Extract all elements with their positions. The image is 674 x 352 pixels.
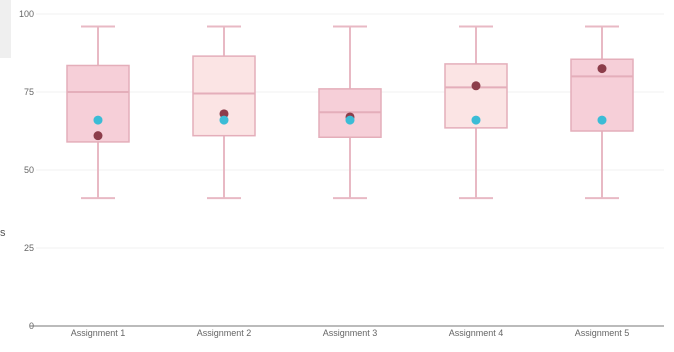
y-tick-label-100: 100 <box>19 9 34 19</box>
y-tick-label-75: 75 <box>24 87 34 97</box>
cut-off-axis-label: s <box>0 227 6 239</box>
blue-point-3 <box>346 116 355 125</box>
x-tick-label-4: Assignment 4 <box>449 328 504 338</box>
box-group-4 <box>445 26 507 198</box>
dark-point-4 <box>472 81 481 90</box>
box-group-5 <box>571 26 633 198</box>
blue-point-2 <box>220 116 229 125</box>
x-tick-label-2: Assignment 2 <box>197 328 252 338</box>
box-group-1 <box>67 26 129 198</box>
boxes <box>67 26 633 198</box>
box-group-2 <box>193 26 255 198</box>
side-panel <box>0 0 11 58</box>
box-group-3 <box>319 26 381 198</box>
dark-point-5 <box>598 64 607 73</box>
x-tick-label-5: Assignment 5 <box>575 328 630 338</box>
box-1 <box>67 65 129 141</box>
x-tick-label-3: Assignment 3 <box>323 328 378 338</box>
blue-point-5 <box>598 116 607 125</box>
x-tick-labels: Assignment 1 Assignment 2 Assignment 3 Assi… <box>71 328 630 338</box>
y-tick-label-50: 50 <box>24 165 34 175</box>
blue-point-1 <box>94 116 103 125</box>
x-tick-label-1: Assignment 1 <box>71 328 126 338</box>
y-tick-label-25: 25 <box>24 243 34 253</box>
blue-point-4 <box>472 116 481 125</box>
dark-point-1 <box>94 131 103 140</box>
